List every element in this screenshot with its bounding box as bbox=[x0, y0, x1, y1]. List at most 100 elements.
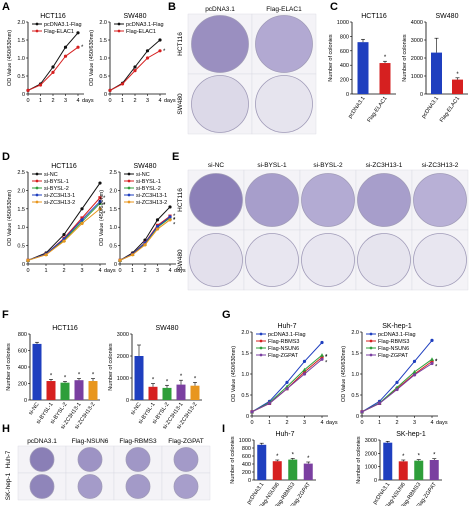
data-point bbox=[430, 357, 434, 361]
legend-marker bbox=[117, 29, 121, 33]
data-point bbox=[133, 65, 137, 69]
significance-star: * bbox=[194, 376, 197, 382]
data-point bbox=[285, 380, 289, 384]
x-tick-label: 2 bbox=[395, 420, 398, 426]
legend-label-1: Flag-RBMS3 bbox=[378, 339, 409, 345]
y-axis-label: Number of colonies bbox=[328, 34, 334, 82]
data-point bbox=[108, 88, 112, 92]
well-column-label: si-NC bbox=[208, 162, 225, 169]
x-tick-label: 1 bbox=[39, 98, 42, 104]
significance-star: * bbox=[325, 355, 328, 361]
x-tick-label: 4 bbox=[158, 98, 161, 104]
data-point bbox=[302, 370, 307, 374]
data-point bbox=[158, 38, 162, 42]
x-tick-label: 3 bbox=[80, 268, 83, 274]
legend-marker bbox=[127, 179, 131, 183]
significance-star: * bbox=[152, 378, 155, 384]
significance-star: * bbox=[103, 196, 106, 202]
well-column-label: Flag-ZGPAT bbox=[168, 438, 204, 445]
data-point bbox=[168, 205, 172, 209]
x-tick-label: 3 bbox=[413, 420, 416, 426]
x-tick-label: 2 bbox=[51, 98, 54, 104]
colony-well bbox=[301, 233, 355, 287]
well-row-label: SK-hep-1 bbox=[5, 472, 12, 500]
bar-1 bbox=[272, 461, 282, 480]
category-label: si-NC bbox=[28, 402, 41, 417]
data-point bbox=[118, 258, 122, 262]
series-line-0 bbox=[119, 206, 171, 261]
y-tick-label: 1.5 bbox=[17, 207, 25, 213]
bar-3 bbox=[303, 463, 313, 480]
line-chart-a2: SW480 0 0.5 1.0 1.5 2.0 0 1 2 3 4 days OD Value (450… bbox=[89, 13, 176, 104]
data-point bbox=[62, 239, 66, 243]
y-tick-label: 3000 bbox=[365, 438, 377, 444]
data-point bbox=[168, 218, 172, 222]
legend-marker bbox=[127, 186, 131, 190]
line-chart-a1: HCT116 0 0.5 1.0 1.5 2.0 0 1 2 3 4 days OD Value (45… bbox=[7, 13, 94, 104]
category-label: Flag-ELAC1 bbox=[367, 96, 389, 124]
data-point bbox=[155, 218, 160, 222]
well-column-label: si-BYSL-1 bbox=[257, 162, 287, 169]
significance-star: * bbox=[173, 214, 176, 220]
x-axis-label: days bbox=[104, 268, 116, 274]
colony-well bbox=[301, 173, 355, 227]
x-tick-label: 0 bbox=[360, 420, 363, 426]
significance-star: * bbox=[173, 222, 176, 228]
significance-star: * bbox=[418, 454, 421, 460]
x-tick-label: 4 bbox=[320, 420, 323, 426]
y-tick-label: 1000 bbox=[337, 20, 349, 26]
x-tick-label: 4 bbox=[168, 268, 171, 274]
colony-well bbox=[255, 75, 313, 133]
chart-title: HCT116 bbox=[51, 163, 77, 170]
y-tick-label: 200 bbox=[242, 470, 251, 476]
y-tick-label: 1000 bbox=[365, 465, 377, 471]
legend-label-1: Flag-ELAC1 bbox=[126, 29, 156, 35]
significance-star: * bbox=[435, 359, 438, 365]
colony-well bbox=[29, 474, 55, 499]
colony-well bbox=[413, 173, 467, 227]
significance-star: * bbox=[163, 49, 166, 55]
significance-star: * bbox=[307, 456, 310, 462]
legend-marker bbox=[369, 332, 373, 336]
well-row-label: Huh-7 bbox=[5, 450, 12, 468]
y-tick-label: 0 bbox=[356, 414, 359, 420]
legend-label-3: Flag-ZGPAT bbox=[268, 353, 299, 359]
data-point bbox=[302, 359, 307, 363]
well-column-label: si-ZC3H13-2 bbox=[422, 162, 459, 169]
colony-well bbox=[77, 474, 103, 499]
x-tick-label: 2 bbox=[143, 268, 146, 274]
legend-marker bbox=[259, 346, 263, 350]
y-axis-label: OD Value (450/630nm) bbox=[7, 30, 13, 86]
y-tick-label: 0 bbox=[420, 92, 423, 98]
data-point bbox=[98, 199, 102, 204]
y-axis-label: Number of colonies bbox=[6, 343, 12, 391]
legend-marker bbox=[117, 22, 121, 26]
data-point bbox=[143, 243, 147, 247]
y-tick-label: 2000 bbox=[411, 56, 423, 62]
colony-well bbox=[173, 447, 199, 472]
chart-title: SK-hep-1 bbox=[382, 323, 412, 330]
legend-marker bbox=[127, 193, 131, 197]
significance-star: * bbox=[384, 55, 387, 61]
legend-marker bbox=[259, 332, 263, 336]
y-tick-label: 800 bbox=[340, 34, 349, 40]
y-tick-label: 600 bbox=[340, 49, 349, 55]
colony-well bbox=[125, 447, 151, 472]
x-tick-label: 0 bbox=[108, 98, 111, 104]
y-tick-label: 800 bbox=[242, 446, 251, 452]
well-column-label: si-BYSL-2 bbox=[313, 162, 343, 169]
y-axis-label: OD Value (450/630nm) bbox=[7, 190, 13, 246]
x-tick-label: 3 bbox=[146, 98, 149, 104]
legend-marker bbox=[127, 172, 131, 176]
bar-2 bbox=[414, 460, 424, 480]
y-axis-label: OD Value (450/630nm) bbox=[231, 346, 237, 402]
data-point bbox=[320, 357, 324, 361]
data-point bbox=[412, 369, 417, 374]
colony-panel-e: si-NC si-BYSL-1 si-BYSL-2 si-ZC3H13-1 si-ZC3… bbox=[177, 162, 469, 291]
data-point bbox=[320, 355, 324, 359]
bar-0 bbox=[32, 343, 42, 400]
legend-label-2: Flag-NSUN6 bbox=[268, 346, 299, 352]
legend-marker bbox=[127, 200, 131, 204]
legend-label-0: si-NC bbox=[136, 172, 150, 178]
